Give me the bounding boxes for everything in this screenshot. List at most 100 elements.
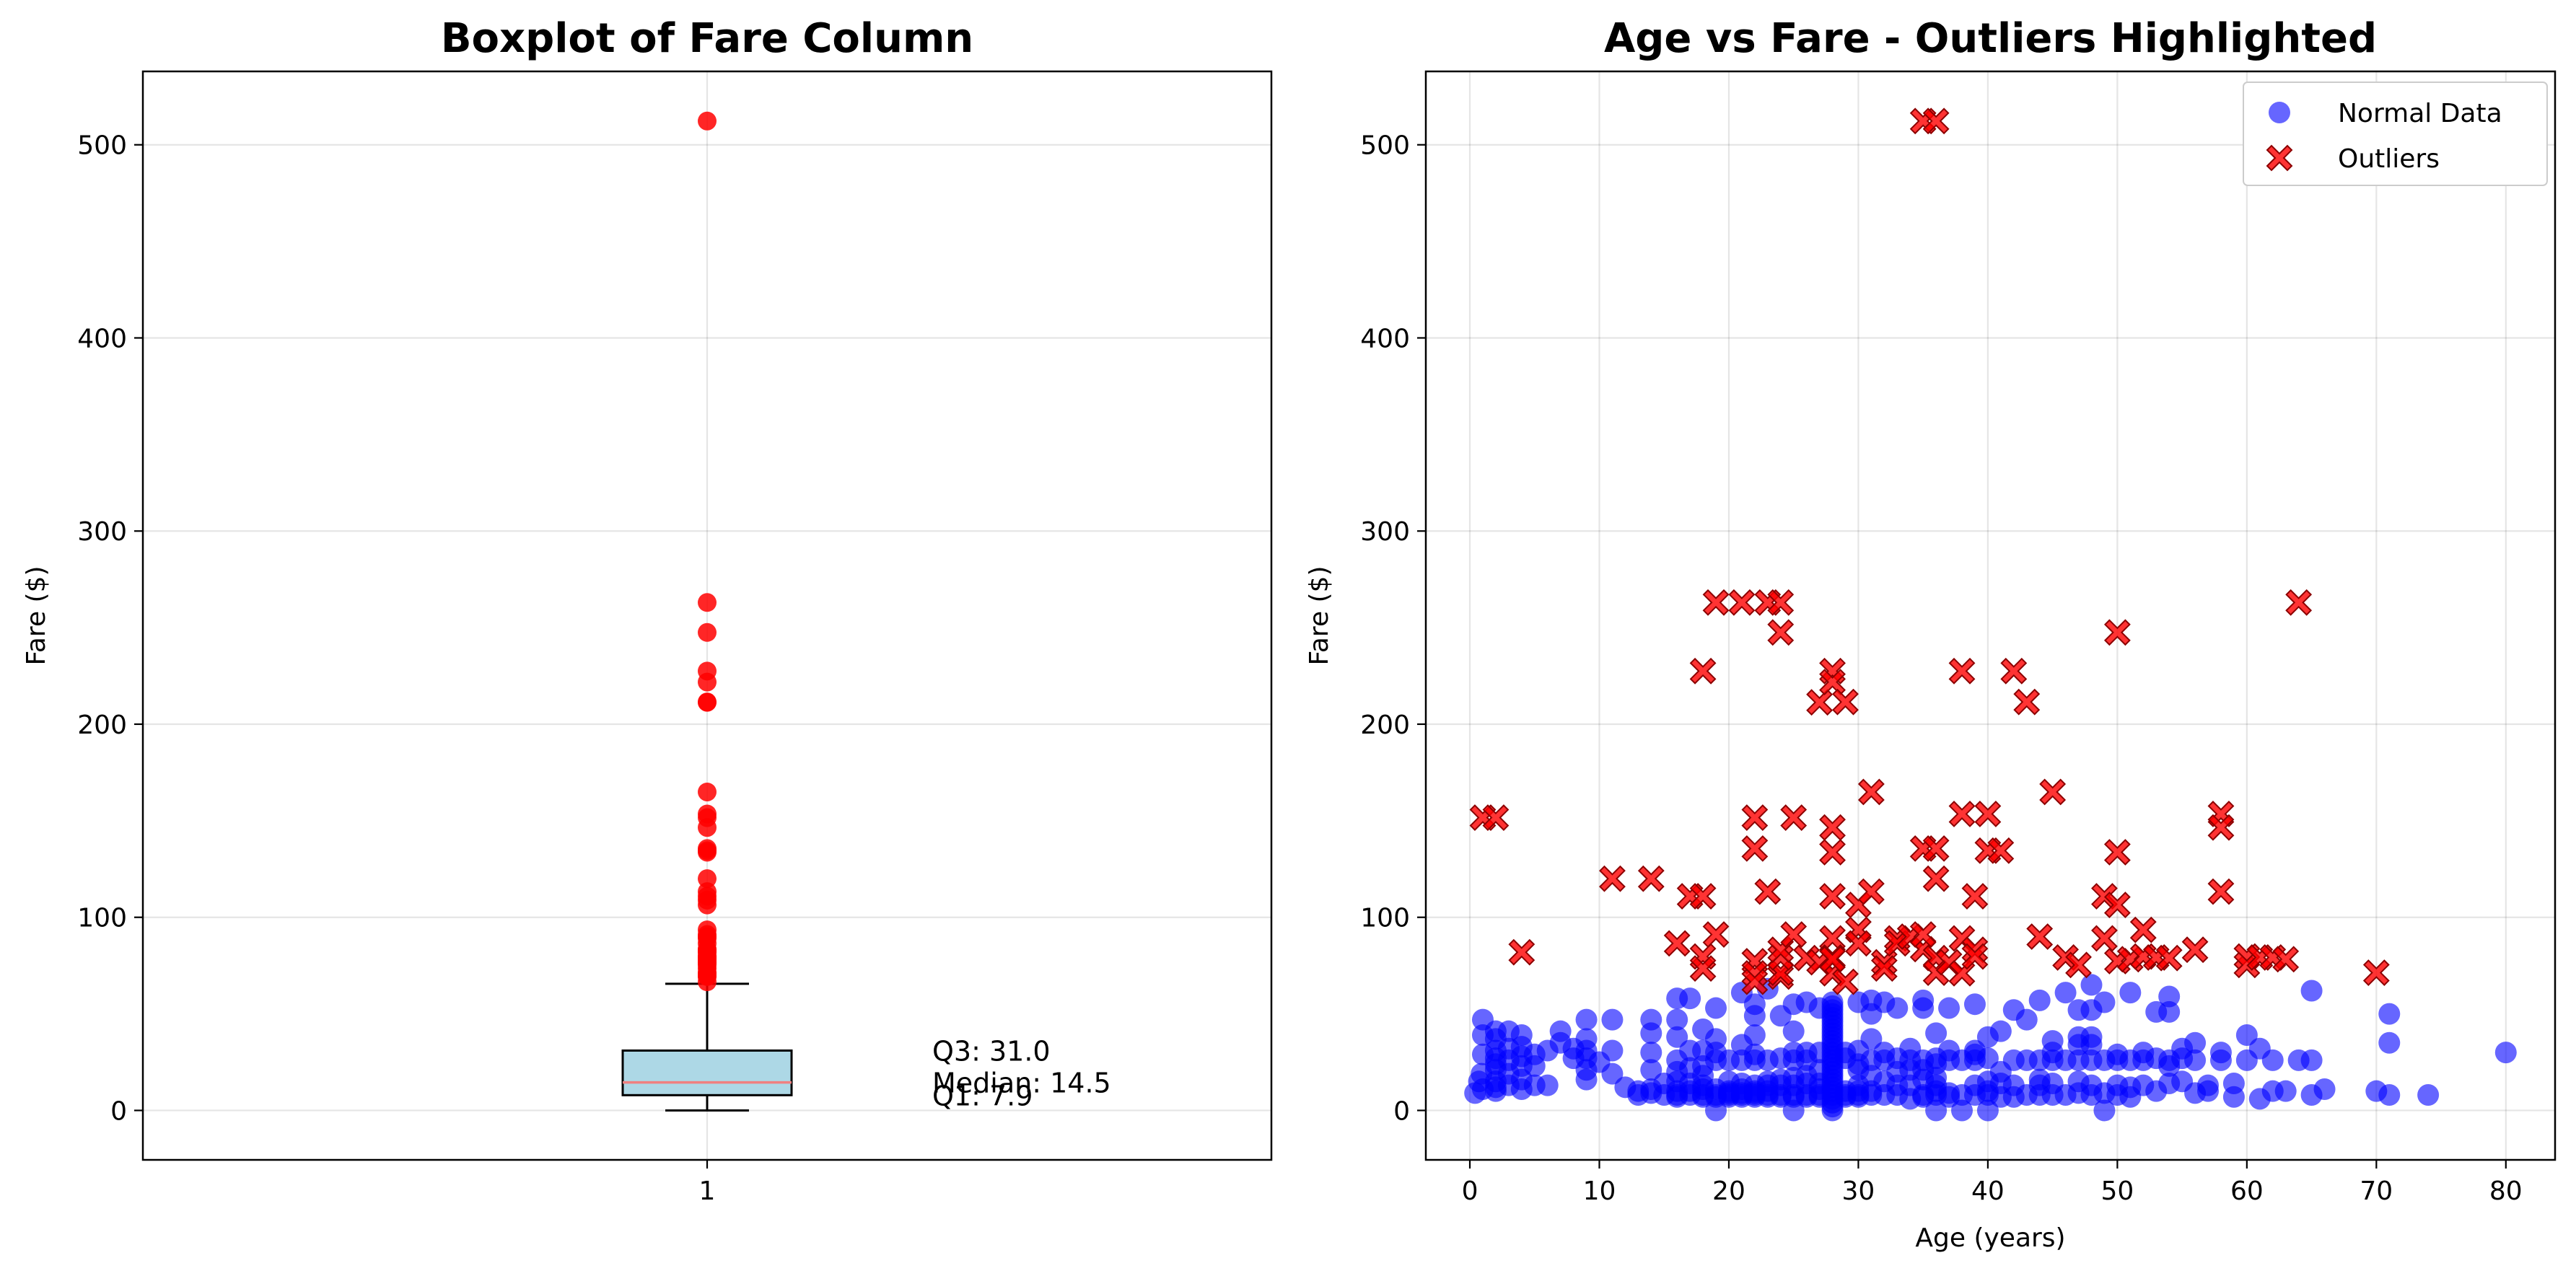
boxplot-plot-area (621, 111, 793, 1112)
normal-data-point (1821, 991, 1844, 1013)
y-tick-label: 0 (1393, 1096, 1410, 1126)
normal-data-point (2222, 1072, 2245, 1094)
outlier-data-point (2207, 814, 2235, 841)
boxplot-ticks: 0 100 200 300 400 500 1 (77, 131, 715, 1206)
x-tick-label: 40 (1971, 1176, 2005, 1206)
outlier-data-point (1689, 883, 1717, 910)
normal-data-point (1575, 1008, 1598, 1031)
normal-data-point (2093, 991, 2116, 1013)
normal-data-point (1938, 997, 1961, 1019)
normal-data-point (1743, 1024, 1766, 1047)
outlier-data-point (1857, 778, 1885, 806)
scatter-legend: Normal Data Outliers (2243, 82, 2548, 186)
normal-data-point (2197, 1074, 2220, 1096)
legend-marker-normal-data (2269, 102, 2290, 123)
x-tick-label: 30 (1842, 1176, 1875, 1206)
outlier-data-point (1819, 814, 1846, 841)
scatter-y-axis-label: Fare ($) (1305, 566, 1334, 665)
normal-data-point (2028, 989, 2051, 1011)
outlier-data-point (1767, 619, 1795, 646)
normal-data-point (2158, 1000, 2181, 1023)
y-tick-label: 500 (77, 131, 127, 161)
outlier-data-point (1819, 883, 1846, 910)
normal-data-point (1925, 1099, 1948, 1122)
normal-data-point (2184, 1049, 2207, 1071)
normal-data-point (1510, 1024, 1533, 1047)
outlier-data-point (1702, 589, 1730, 616)
outlier-data-point (1702, 921, 1730, 948)
y-tick-label: 400 (77, 324, 127, 353)
outlier-data-point (1832, 968, 1859, 995)
outlier-data-point (2091, 925, 2118, 952)
normal-data-point (2313, 1078, 2336, 1101)
outlier-data-point (1780, 921, 1808, 948)
outlier-data-point (1741, 835, 1769, 862)
normal-data-point (2080, 1026, 2103, 1048)
outlier-data-point (2000, 657, 2028, 685)
outlier-point (698, 782, 717, 801)
outlier-data-point (1948, 657, 1976, 685)
outlier-data-point (1922, 835, 1950, 862)
normal-data-point (2494, 1042, 2517, 1064)
outlier-data-point (1961, 943, 1989, 970)
x-tick-label: 70 (2360, 1176, 2393, 1206)
y-tick-label: 300 (1360, 517, 1410, 547)
iqr-box (621, 1049, 793, 1096)
scatter-plot-area (1464, 107, 2517, 1122)
outlier-data-point (2272, 946, 2300, 973)
outlier-point (698, 622, 717, 642)
outlier-data-point (1832, 688, 1859, 716)
q1-annotation: Q1: 7.9 (932, 1080, 1033, 1112)
x-tick-label: 1 (699, 1176, 716, 1206)
outlier-data-point (1987, 837, 2015, 864)
normal-data-point (2093, 1099, 2116, 1122)
normal-data-point (1705, 1028, 1727, 1050)
outlier-data-point (1845, 930, 1872, 957)
outlier-data-point (1741, 804, 1769, 831)
outlier-data-point (1857, 878, 1885, 905)
normal-data-point (1976, 1099, 1999, 1122)
scatter-x-axis-label: Age (years) (1915, 1223, 2065, 1253)
outlier-data-point (2181, 936, 2209, 964)
legend-x-marker (2266, 144, 2293, 172)
normal-data-point (2158, 985, 2181, 1008)
outlier-data-point (2013, 688, 2041, 716)
normal-data-point (2261, 1049, 2284, 1071)
outlier-data-point (2103, 619, 2131, 646)
y-tick-label: 100 (1360, 904, 1410, 933)
normal-data-point (1886, 997, 1909, 1019)
y-tick-label: 0 (110, 1096, 127, 1126)
x-tick-label: 20 (1712, 1176, 1745, 1206)
outlier-point (698, 593, 717, 612)
outlier-point (698, 869, 717, 889)
normal-data-point (2054, 982, 2077, 1004)
normal-data-point (1640, 1059, 1662, 1081)
outlier-data-point (2362, 959, 2390, 986)
outlier-data-point (1754, 878, 1782, 905)
outlier-point (698, 692, 717, 712)
normal-data-point (2300, 1049, 2323, 1071)
scatter-axes-frame (1424, 70, 2557, 1161)
normal-data-point (2417, 1084, 2440, 1106)
x-tick-label: 50 (2100, 1176, 2134, 1206)
outlier-data-point (1663, 930, 1691, 957)
normal-data-point (1601, 1039, 1624, 1062)
outlier-point (698, 842, 717, 862)
boxplot-panel: 0 100 200 300 400 500 1 Boxplot of Fare Column… (22, 15, 1273, 1206)
outlier-point (698, 972, 717, 992)
outlier-point (698, 818, 717, 837)
normal-data-point (1640, 1008, 1662, 1031)
boxplot-y-axis-label: Fare ($) (22, 566, 51, 665)
normal-data-point (1666, 1026, 1688, 1048)
outlier-data-point (1689, 657, 1717, 685)
normal-data-point (2378, 1031, 2401, 1054)
outlier-data-point (2026, 923, 2054, 950)
outlier-point (698, 111, 717, 131)
normal-data-point (2119, 982, 2142, 1004)
normal-data-point (2015, 1008, 2038, 1031)
normal-data-point (1601, 1008, 1624, 1031)
outlier-point (698, 672, 717, 692)
outlier-data-point (1961, 883, 1989, 910)
x-tick-label: 0 (1462, 1176, 1478, 1206)
scatter-ticks: 0 100 200 300 400 500 0 10 20 30 40 50 60 70 80 (1360, 131, 2522, 1206)
